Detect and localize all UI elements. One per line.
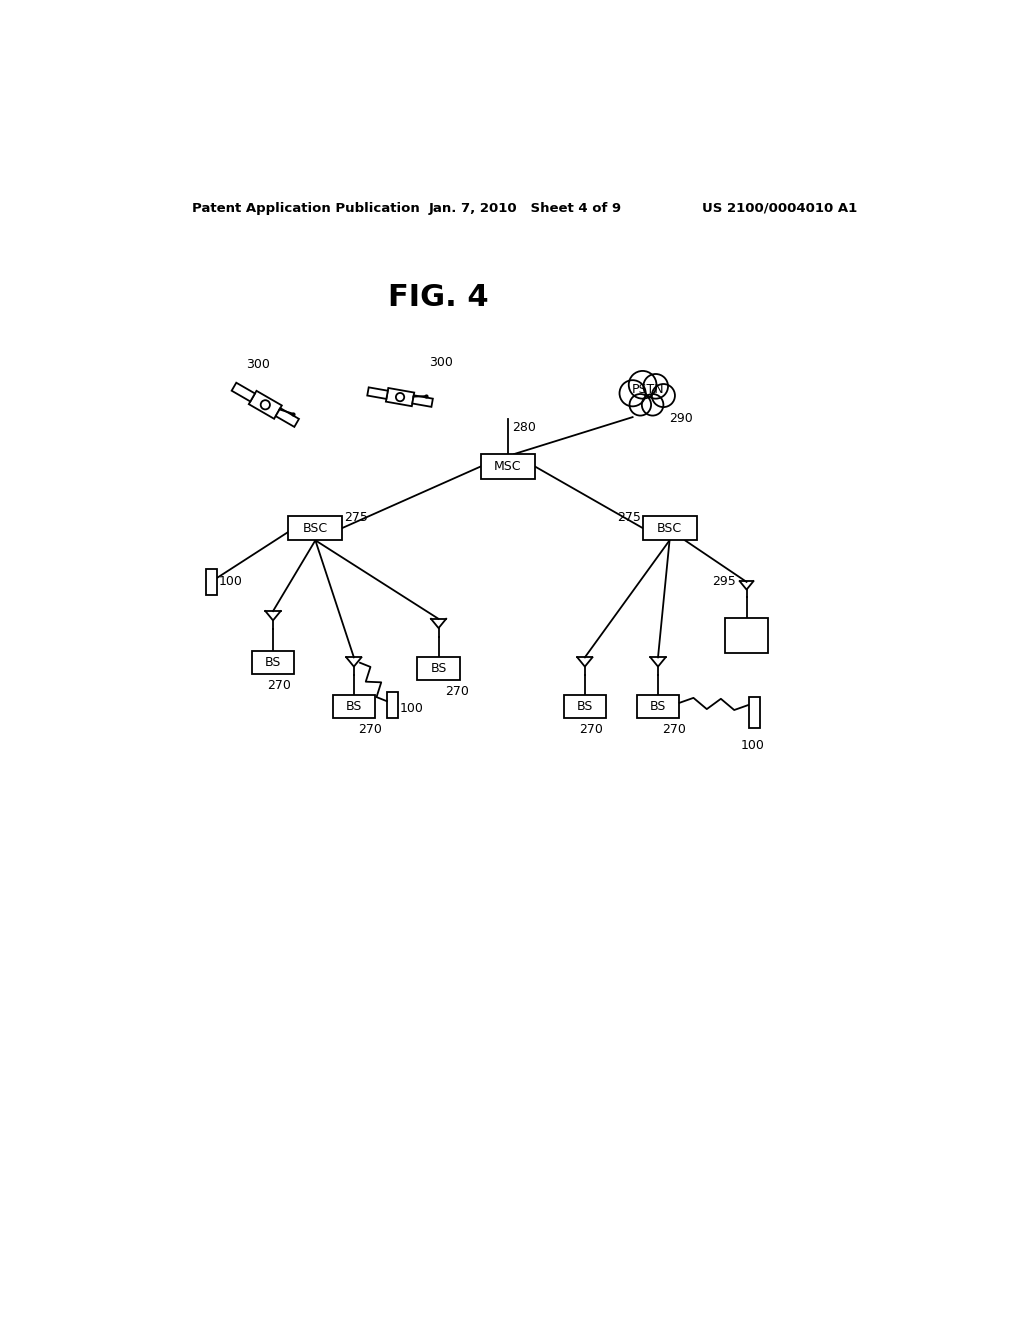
- Text: BSC: BSC: [657, 521, 682, 535]
- Text: BS: BS: [346, 700, 362, 713]
- Bar: [252, 651, 294, 675]
- Circle shape: [396, 393, 404, 401]
- Bar: [481, 454, 535, 479]
- Text: 275: 275: [344, 511, 368, 524]
- Circle shape: [642, 395, 664, 416]
- Text: 270: 270: [267, 680, 291, 693]
- Circle shape: [630, 395, 651, 416]
- Text: 100: 100: [219, 576, 243, 589]
- Text: 300: 300: [246, 358, 269, 371]
- Text: 280: 280: [512, 421, 536, 434]
- Text: PSTN: PSTN: [632, 383, 665, 396]
- Bar: [563, 696, 606, 718]
- Text: FIG. 4: FIG. 4: [388, 282, 488, 312]
- Polygon shape: [275, 408, 299, 426]
- Text: 275: 275: [617, 511, 641, 524]
- Text: BS: BS: [430, 661, 446, 675]
- Circle shape: [643, 374, 668, 399]
- Bar: [637, 696, 679, 718]
- Bar: [206, 569, 217, 595]
- Text: 270: 270: [662, 723, 686, 737]
- Circle shape: [652, 384, 675, 407]
- Text: 270: 270: [579, 723, 602, 737]
- Bar: [289, 516, 342, 540]
- Bar: [749, 697, 760, 729]
- Text: 100: 100: [400, 702, 424, 715]
- Polygon shape: [368, 387, 388, 399]
- Bar: [725, 619, 768, 653]
- Text: 100: 100: [740, 739, 765, 751]
- Polygon shape: [386, 388, 415, 407]
- Polygon shape: [231, 383, 255, 401]
- Bar: [643, 516, 696, 540]
- Text: 290: 290: [670, 412, 693, 425]
- Text: 300: 300: [429, 356, 454, 370]
- Circle shape: [629, 371, 656, 399]
- Circle shape: [620, 380, 646, 407]
- Bar: [387, 692, 397, 718]
- Text: Jan. 7, 2010   Sheet 4 of 9: Jan. 7, 2010 Sheet 4 of 9: [428, 202, 622, 215]
- Polygon shape: [413, 395, 433, 407]
- Circle shape: [261, 400, 270, 409]
- Text: 270: 270: [357, 723, 382, 737]
- Text: US 2100/0004010 A1: US 2100/0004010 A1: [702, 202, 857, 215]
- Polygon shape: [249, 391, 282, 418]
- Text: 295: 295: [712, 576, 735, 589]
- Text: BS: BS: [650, 700, 667, 713]
- Text: BS: BS: [577, 700, 593, 713]
- Bar: [418, 656, 460, 680]
- Text: BS: BS: [265, 656, 282, 669]
- Text: BSC: BSC: [303, 521, 328, 535]
- Bar: [333, 696, 375, 718]
- Text: MSC: MSC: [495, 459, 521, 473]
- Text: Patent Application Publication: Patent Application Publication: [193, 202, 420, 215]
- Text: 270: 270: [444, 685, 469, 698]
